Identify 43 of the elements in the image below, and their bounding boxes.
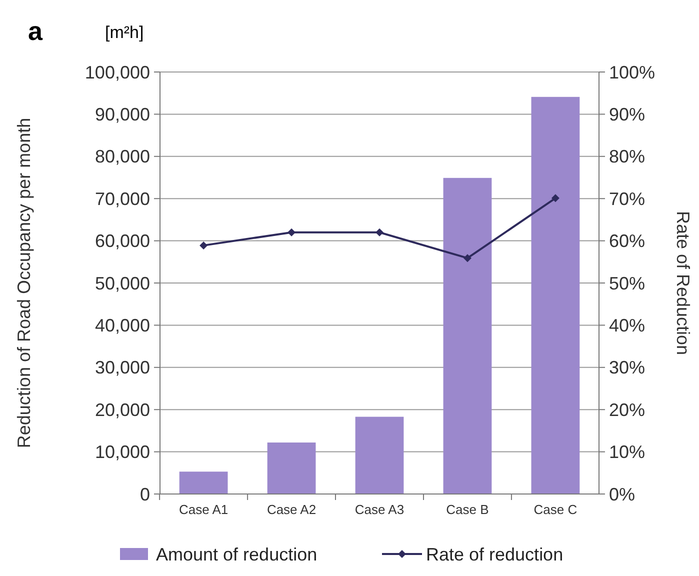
y2-tick-label: 100% xyxy=(609,62,656,82)
y2-tick-label: 80% xyxy=(609,146,646,167)
y2-tick-label: 10% xyxy=(609,442,646,462)
bar xyxy=(443,178,492,494)
bar xyxy=(179,472,228,494)
bar xyxy=(267,442,316,494)
x-tick-label: Case A2 xyxy=(266,502,316,517)
legend-label: Amount of reduction xyxy=(156,544,318,564)
y-tick-label: 60,000 xyxy=(94,231,150,252)
chart-title: a xyxy=(28,16,43,46)
y2-tick-label: 30% xyxy=(609,358,646,378)
point xyxy=(463,254,472,262)
point xyxy=(200,241,208,250)
y2-tick-label: 60% xyxy=(609,231,646,252)
y-tick-label: 0 xyxy=(140,484,150,504)
y-tick-label: 90,000 xyxy=(94,104,150,124)
x-tick-label: Case B xyxy=(446,502,489,517)
y2-tick-label: 20% xyxy=(609,400,646,420)
y2-tick-label: 50% xyxy=(609,273,646,294)
x-tick-label: Case C xyxy=(534,502,578,517)
text: [m²h] xyxy=(105,23,144,42)
x-tick-label: Case A3 xyxy=(354,502,404,517)
point xyxy=(376,228,384,236)
y-tick-label: 100,000 xyxy=(84,62,150,82)
y-tick-label: 20,000 xyxy=(94,400,150,420)
y-axis-title: Reduction of Road Occupancy per month xyxy=(14,118,34,448)
legend-label: Rate of reduction xyxy=(426,544,564,564)
bar xyxy=(355,416,404,494)
point xyxy=(288,228,296,236)
y2-tick-label: 90% xyxy=(609,104,646,124)
y2-tick-label: 70% xyxy=(609,188,646,209)
y2-axis-title: Rate of Reduction xyxy=(673,210,693,356)
y-tick-label: 10,000 xyxy=(94,442,150,462)
y-tick-label: 40,000 xyxy=(94,316,150,336)
point xyxy=(551,194,560,202)
bar xyxy=(531,96,580,494)
y-tick-label: 80,000 xyxy=(94,146,150,167)
y-tick-label: 30,000 xyxy=(94,358,150,378)
y2-tick-label: 0% xyxy=(609,484,636,504)
y-tick-label: 50,000 xyxy=(94,273,150,294)
y-tick-label: 70,000 xyxy=(94,188,150,209)
y2-tick-label: 40% xyxy=(609,316,646,336)
x-tick-label: Case A1 xyxy=(178,502,228,517)
